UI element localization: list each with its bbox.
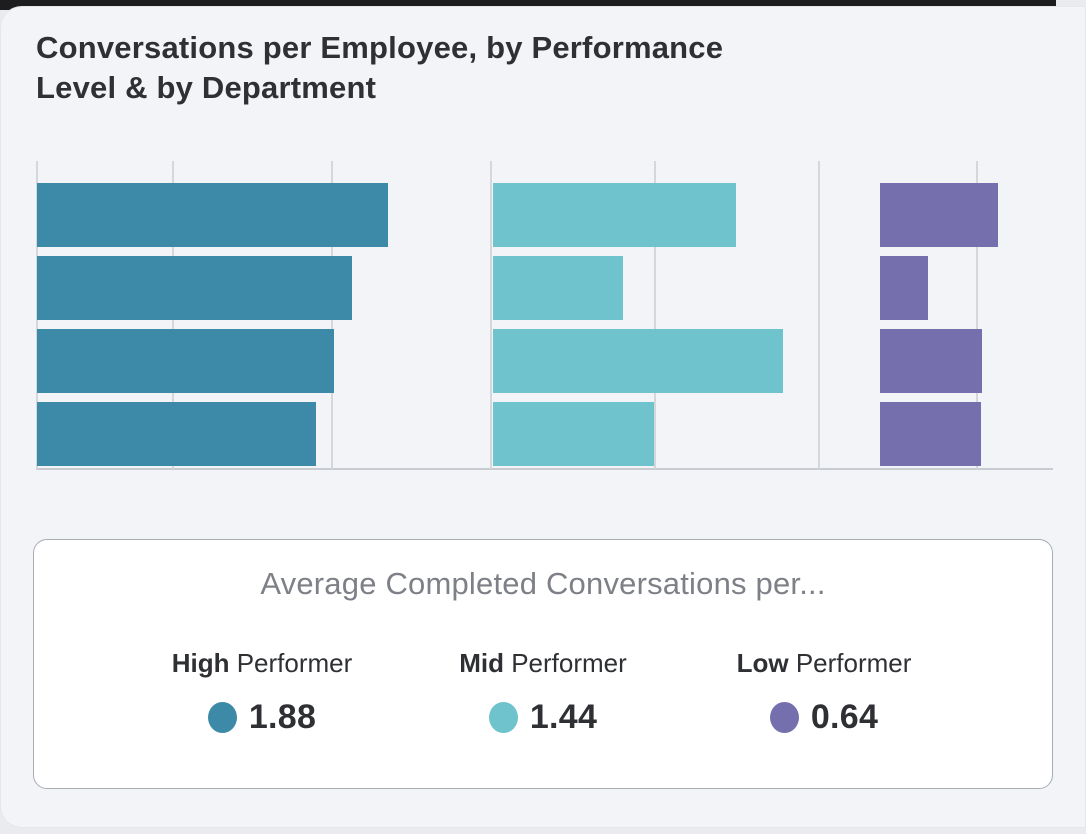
legend-label-high-rest: Performer	[229, 648, 353, 678]
gridline-4	[654, 161, 656, 469]
mid-performer-value: 1.44	[529, 698, 598, 736]
chart-title: Conversations per Employee, by Performan…	[36, 28, 723, 107]
legend-label-mid-rest: Performer	[503, 648, 627, 678]
bar-low-performer-2	[880, 256, 928, 320]
mid-performer-dot-icon	[488, 702, 518, 733]
chart-title-line2: Level & by Department	[36, 69, 377, 105]
legend-label-high: High Performer	[122, 648, 402, 679]
bar-high-performer-2	[37, 256, 352, 320]
gridline-3	[490, 161, 492, 469]
legend-label-low-bold: Low	[736, 648, 789, 678]
bar-high-performer-3	[37, 329, 334, 393]
bar-mid-performer-2	[493, 256, 623, 320]
bar-mid-performer-4	[493, 402, 654, 466]
top-dark-edge	[0, 0, 1056, 10]
high-performer-dot-icon	[207, 702, 237, 733]
bar-low-performer-1	[880, 183, 998, 247]
legend-label-low-rest: Performer	[788, 648, 912, 678]
chart-card: Conversations per Employee, by Performan…	[0, 6, 1086, 828]
bar-low-performer-4	[880, 402, 981, 466]
low-performer-dot-icon	[769, 702, 799, 733]
gridline-6	[976, 161, 978, 469]
high-performer-value: 1.88	[248, 698, 317, 736]
bar-mid-performer-3	[493, 329, 783, 393]
gridline-5	[818, 161, 820, 469]
bar-chart-plot	[0, 6, 1086, 834]
legend-heading: Average Completed Conversations per...	[260, 566, 826, 601]
legend-label-mid-bold: Mid	[459, 648, 504, 678]
legend-label-low: Low Performer	[684, 648, 964, 679]
legend-label-mid: Mid Performer	[403, 648, 683, 679]
low-performer-value: 0.64	[810, 698, 879, 736]
legend-value-mid: 1.44	[403, 698, 683, 738]
x-axis-line	[36, 468, 1053, 470]
legend-label-high-bold: High	[171, 648, 230, 678]
legend-value-high: 1.88	[122, 698, 402, 738]
bar-mid-performer-1	[493, 183, 736, 247]
chart-title-line1: Conversations per Employee, by Performan…	[36, 30, 724, 65]
bar-high-performer-4	[37, 402, 316, 466]
legend-value-low: 0.64	[684, 698, 964, 738]
legend-values-row: 1.88 1.44 0.64	[34, 698, 1052, 738]
bar-low-performer-3	[880, 329, 982, 393]
bar-high-performer-1	[37, 183, 388, 247]
legend-labels-row: High Performer Mid Performer Low Perform…	[34, 648, 1052, 679]
legend-panel: Average Completed Conversations per... H…	[33, 539, 1053, 789]
